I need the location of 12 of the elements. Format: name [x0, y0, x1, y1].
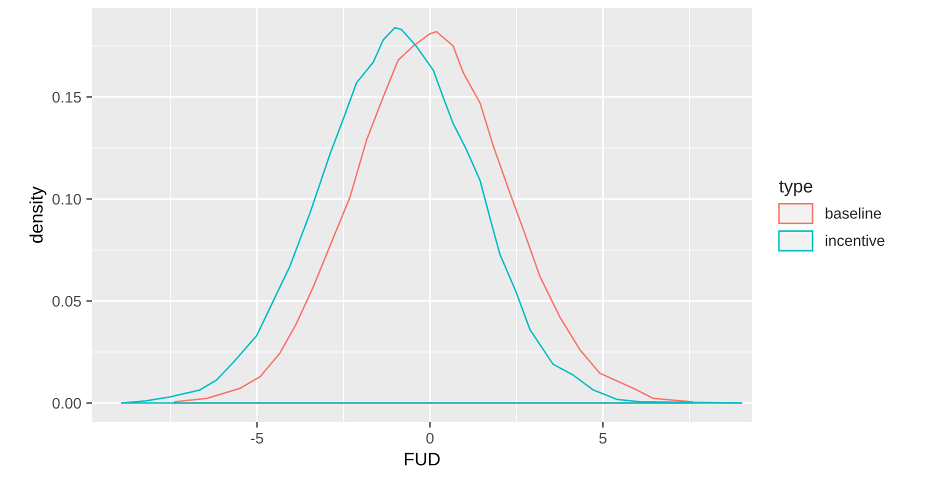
- y-axis-title: density: [29, 186, 46, 243]
- y-tick-label: 0.15: [52, 92, 81, 103]
- y-tick-label: 0.00: [52, 398, 81, 409]
- x-tick-label: 0: [426, 432, 434, 444]
- y-tick-label: 0.05: [52, 296, 81, 307]
- legend-label: incentive: [826, 234, 884, 246]
- legend-label: baseline: [826, 208, 882, 219]
- x-tick-label: -5: [250, 432, 264, 444]
- x-axis-title: FUD: [404, 452, 440, 466]
- y-tick-label: 0.10: [52, 194, 81, 205]
- x-tick-label: 5: [599, 432, 607, 444]
- legend-title: type: [779, 180, 812, 196]
